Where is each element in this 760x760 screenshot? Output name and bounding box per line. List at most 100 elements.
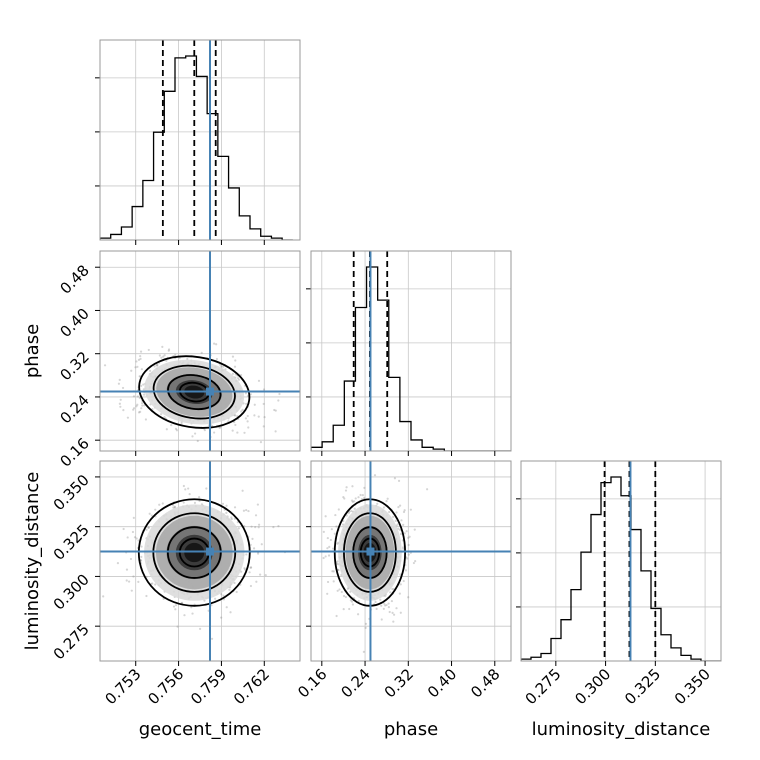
scatter-point — [196, 439, 199, 443]
scatter-point — [245, 402, 248, 406]
scatter-point — [172, 605, 176, 608]
scatter-point — [334, 513, 337, 517]
scatter-point — [406, 557, 409, 560]
scatter-point — [263, 415, 266, 419]
scatter-point — [351, 500, 354, 503]
x-axis-label-geocent_time: geocent_time — [139, 719, 262, 740]
scatter-point — [122, 409, 125, 412]
panel-luminosity_distance-vs-geocent_time: 0.753 0.756 0.759 0.762 0.275 0.300 0.325 0.350 — [50, 460, 301, 708]
scatter-point — [215, 357, 219, 361]
scatter-point — [253, 403, 256, 406]
scatter-point — [135, 405, 138, 408]
scatter-point — [233, 581, 236, 585]
scatter-point — [117, 382, 121, 385]
scatter-point — [184, 488, 187, 491]
scatter-point — [382, 506, 386, 509]
scatter-point — [254, 526, 257, 529]
scatter-point — [399, 583, 402, 586]
scatter-point — [129, 557, 133, 561]
scatter-point — [125, 568, 129, 571]
scatter-point — [165, 359, 168, 362]
scatter-point — [126, 416, 130, 419]
scatter-point — [172, 506, 175, 509]
scatter-point — [191, 435, 194, 438]
scatter-point — [213, 342, 216, 345]
scatter-point — [241, 408, 244, 411]
truth-marker — [206, 387, 214, 396]
scatter-point — [249, 566, 252, 569]
scatter-point — [245, 553, 248, 556]
scatter-point — [398, 592, 401, 595]
scatter-point — [350, 499, 354, 502]
scatter-point — [359, 493, 362, 497]
scatter-point — [277, 399, 280, 402]
scatter-point — [363, 486, 366, 489]
scatter-point — [407, 536, 410, 539]
scatter-point — [246, 414, 249, 418]
scatter-point — [150, 514, 153, 517]
scatter-point — [328, 545, 331, 548]
y-tick-label: 0.24 — [56, 391, 92, 427]
panel-frame — [310, 460, 512, 662]
scatter-point — [347, 511, 350, 515]
scatter-point — [130, 589, 133, 592]
scatter-point — [407, 596, 410, 599]
scatter-point — [193, 501, 197, 505]
scatter-point — [210, 424, 214, 427]
scatter-point — [254, 514, 258, 517]
scatter-point — [341, 523, 345, 526]
scatter-point — [243, 568, 247, 571]
scatter-point — [215, 343, 218, 346]
scatter-point — [167, 349, 170, 352]
scatter-point — [163, 354, 166, 357]
scatter-point — [126, 536, 129, 539]
scatter-point — [135, 537, 138, 540]
scatter-point — [250, 525, 253, 528]
scatter-point — [362, 650, 365, 653]
scatter-point — [139, 559, 143, 562]
scatter-point — [364, 622, 368, 625]
y-tick-label: 0.325 — [50, 521, 93, 564]
y-tick-label: 0.32 — [56, 348, 92, 384]
scatter-point — [220, 593, 223, 596]
scatter-point — [402, 547, 405, 550]
scatter-point — [252, 547, 256, 550]
scatter-point — [348, 607, 351, 611]
scatter-point — [175, 429, 179, 432]
scatter-point — [402, 523, 405, 527]
scatter-point — [139, 357, 142, 360]
scatter-point — [147, 526, 150, 529]
scatter-point — [326, 536, 329, 540]
scatter-point — [154, 583, 157, 586]
scatter-point — [336, 542, 339, 545]
scatter-point — [375, 607, 378, 610]
scatter-point — [182, 501, 185, 504]
x-axis-label-phase: phase — [384, 719, 438, 740]
y-tick-label: 0.300 — [50, 571, 93, 614]
scatter-point — [363, 496, 366, 500]
scatter-point — [400, 519, 403, 522]
scatter-point — [137, 580, 140, 583]
x-tick-label: 0.275 — [522, 665, 565, 708]
x-tick-label: 0.762 — [230, 665, 273, 708]
scatter-point — [376, 502, 379, 505]
scatter-point — [203, 429, 206, 432]
scatter-point — [407, 543, 410, 547]
scatter-point — [170, 424, 173, 427]
scatter-point — [127, 580, 131, 583]
contour-line — [138, 355, 251, 429]
scatter-point — [220, 616, 223, 619]
scatter-point — [383, 602, 386, 605]
scatter-point — [233, 517, 236, 520]
scatter-point — [153, 365, 156, 368]
scatter-point — [229, 611, 232, 614]
histogram-phase — [311, 266, 511, 451]
scatter-point — [404, 569, 408, 572]
scatter-point — [277, 525, 280, 528]
scatter-point — [396, 523, 399, 526]
scatter-point — [244, 392, 248, 395]
x-tick-label: 0.753 — [101, 665, 144, 708]
scatter-point — [393, 477, 397, 480]
scatter-point — [349, 590, 352, 593]
